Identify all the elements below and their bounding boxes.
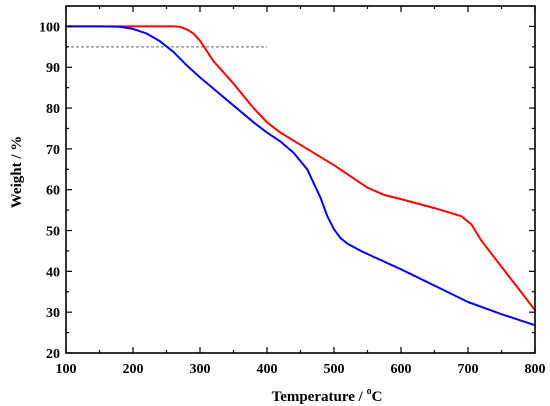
y-axis-title: Weight / % (9, 136, 25, 209)
x-tick-label: 800 (525, 362, 546, 377)
tick-layer (65, 6, 536, 354)
series-layer (65, 25, 536, 327)
x-tick-label: 100 (56, 362, 77, 377)
y-tick-label: 80 (46, 102, 60, 117)
x-tick-label: 300 (190, 362, 211, 377)
blue-series-line (65, 25, 536, 327)
tick-label-layer: 100 200 300 400 500 600 700 800 20 30 40 50 60 70 80 90… (39, 20, 546, 377)
y-tick-label: 20 (46, 347, 60, 362)
y-tick-label: 50 (46, 225, 60, 240)
x-tick-label: 200 (123, 362, 144, 377)
x-tick-label: 600 (391, 362, 412, 377)
y-tick-label: 70 (46, 143, 60, 158)
x-axis-title: Temperature / oC (272, 386, 383, 405)
y-tick-label: 100 (39, 20, 60, 35)
y-tick-label: 40 (46, 265, 60, 280)
y-tick-label: 60 (46, 184, 60, 199)
y-tick-label: 90 (46, 61, 60, 76)
y-tick-label: 30 (46, 306, 60, 321)
x-tick-label: 500 (324, 362, 345, 377)
x-tick-label: 400 (257, 362, 278, 377)
red-series-line (65, 25, 536, 312)
x-tick-label: 700 (458, 362, 479, 377)
